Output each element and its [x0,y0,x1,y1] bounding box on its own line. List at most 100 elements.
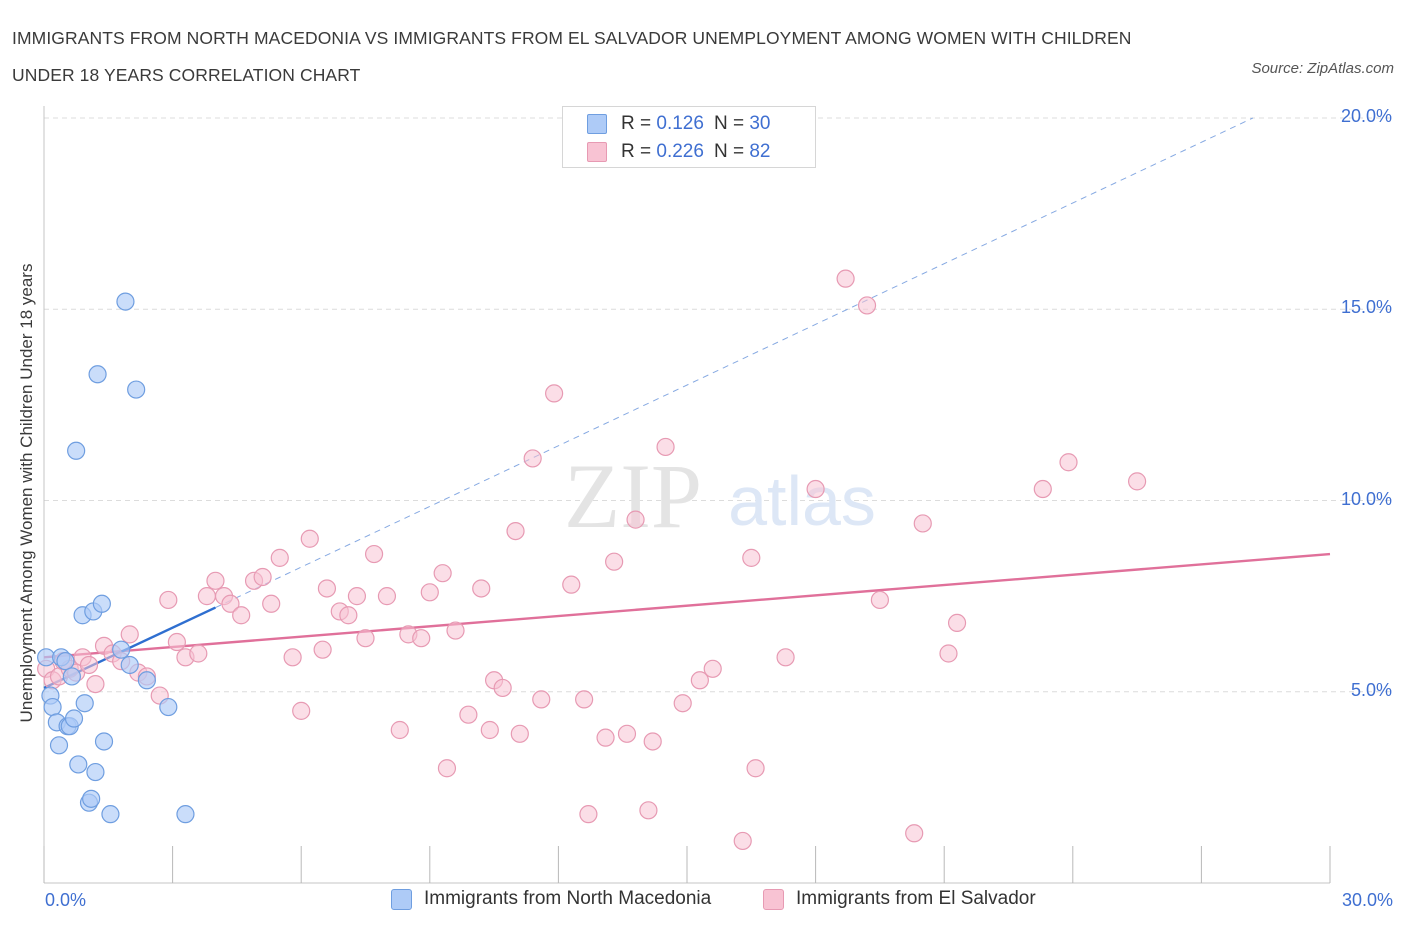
el-salvador-point [575,690,594,709]
legend-r-value: 0.226 [656,141,704,162]
el-salvador-point [197,587,216,606]
el-salvador-point [939,644,958,663]
el-salvador-point [742,548,761,567]
el-salvador-point [347,587,367,606]
watermark-atlas: atlas [728,462,876,540]
legend-item-el-salvador[interactable]: Immigrants from El Salvador [763,888,1036,910]
legend-n-value: 82 [749,141,771,162]
el-salvador-trend-line [43,552,1331,659]
chart-title: IMMIGRANTS FROM NORTH MACEDONIA VS IMMIG… [12,28,1132,85]
el-salvador-point [510,724,529,743]
y-tick-label: 5.0% [1350,679,1392,700]
north-macedonia-point [88,365,107,384]
legend-r-label: R = [621,113,652,134]
el-salvador-point [703,659,722,678]
north-macedonia-point [43,697,62,717]
el-salvador-point [292,701,311,720]
legend-r-label: R = [621,141,652,162]
el-salvador-point [283,648,302,667]
north-macedonia-point [112,640,131,659]
source-credit: Source: ZipAtlas.com [1251,60,1394,77]
north-macedonia-point [120,655,139,675]
north-macedonia-point [94,732,114,751]
north-macedonia-point [64,709,84,728]
north-macedonia-point [159,697,178,717]
el-salvador-point [523,449,542,468]
el-salvador-point [596,728,615,747]
el-salvador-point [836,269,855,288]
legend-swatch-blue [391,888,412,910]
el-salvador-point [262,594,281,613]
el-salvador-point [270,548,289,567]
el-salvador-point [480,720,499,740]
el-salvador-point [562,575,581,594]
el-salvador-point [356,629,375,648]
north-macedonia-point [92,594,111,613]
north-macedonia-point [62,667,81,686]
el-salvador-point [206,571,225,590]
legend-n-value: 30 [749,113,771,134]
north-macedonia-point [101,805,120,824]
el-salvador-point [377,587,397,606]
el-salvador-point [617,724,637,743]
el-salvador-point [459,705,478,724]
el-salvador-point [300,529,319,548]
el-salvador-point [339,606,358,625]
watermark-zip: ZIP [564,445,702,547]
correlation-legend: R = 0.126 N = 30 R = 0.226 N = 82 [562,106,816,168]
el-salvador-point [390,720,409,740]
el-salvador-point [806,479,825,499]
el-salvador-point [905,824,924,843]
el-salvador-point [733,831,752,851]
el-salvador-point [857,296,877,315]
north-macedonia-point [82,789,101,808]
el-salvador-point [532,690,551,709]
x-tick-label-min: 0.0% [45,890,87,910]
el-salvador-point [253,567,272,587]
el-salvador-point [913,514,932,533]
el-salvador-point [420,583,439,602]
legend-swatch-pink [763,888,784,910]
legend-r-value: 0.126 [656,113,704,134]
el-salvador-point [437,759,457,778]
el-salvador-point [1059,453,1078,472]
el-salvador-point [221,594,240,613]
north-macedonia-point [86,762,105,782]
el-salvador-points [37,269,1147,851]
x-tick-label-max: 30.0% [1341,890,1393,910]
north-macedonia-point [67,441,86,460]
el-salvador-point [545,384,564,403]
el-salvador-point [159,590,178,610]
north-macedonia-point [137,671,156,690]
el-salvador-point [446,621,465,640]
north-macedonia-point [75,694,94,713]
legend-item-north-macedonia[interactable]: Immigrants from North Macedonia [391,888,711,910]
el-salvador-point [232,606,251,625]
north-macedonia-point [69,755,88,774]
el-salvador-point [493,678,512,698]
north-macedonia-point [116,292,135,311]
legend-swatch-blue [587,114,607,134]
el-salvador-point [317,579,337,598]
el-salvador-point [189,644,208,663]
el-salvador-point [626,510,645,529]
north-macedonia-point [49,736,69,755]
el-salvador-point [605,552,624,571]
el-salvador-point [472,579,491,598]
el-salvador-point [412,629,431,648]
el-salvador-point [746,759,765,778]
el-salvador-point [167,632,186,652]
north-macedonia-point [56,652,75,671]
gridlines [44,117,1392,693]
north-macedonia-trend-extension [215,117,1254,609]
legend-label: Immigrants from North Macedonia [424,888,712,909]
el-salvador-point [1127,472,1147,491]
el-salvador-point [673,694,692,713]
el-salvador-point [690,671,709,690]
legend-row-el-salvador: R = 0.226 N = 82 [587,140,770,164]
el-salvador-point [579,805,598,824]
el-salvador-point [364,544,384,564]
el-salvador-point [947,613,967,633]
el-salvador-point [776,648,795,667]
